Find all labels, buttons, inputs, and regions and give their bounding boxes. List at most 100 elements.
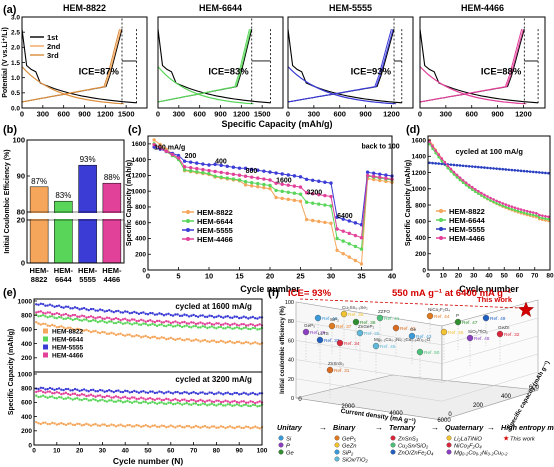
- x-axis-tick-label: 600: [193, 110, 206, 119]
- reference-label: Ref. 42: [400, 326, 416, 332]
- data-point-HEM-4466: [190, 398, 193, 402]
- data-point-HEM-6644: [486, 197, 489, 201]
- data-point-HEM-8822: [124, 425, 127, 428]
- data-point-HEM-5555: [94, 390, 97, 393]
- data-point-HEM-5555: [311, 178, 315, 182]
- data-point-HEM-8822: [46, 422, 49, 426]
- data-point-HEM-6644: [253, 326, 257, 330]
- data-point-HEM-8822: [249, 427, 252, 430]
- rate-label: 800: [246, 168, 258, 175]
- data-point-HEM-8822: [67, 326, 70, 330]
- plot-frame-HEM-6644: [157, 16, 284, 109]
- data-point-HEM-8822: [206, 340, 209, 343]
- data-point-HEM-4466: [119, 397, 122, 400]
- data-point-HEM-8822: [39, 323, 43, 326]
- series-HEM-4466: [35, 389, 264, 405]
- data-point-HEM-4466: [516, 207, 520, 210]
- data-point-HEM-4466: [217, 322, 220, 325]
- data-point-HEM-6644: [181, 403, 184, 406]
- data-point-HEM-8822: [64, 327, 68, 330]
- data-point-HEM-4466: [242, 400, 245, 403]
- data-point-HEM-8822: [194, 424, 198, 428]
- data-point-HEM-5555: [62, 388, 65, 392]
- data-point-HEM-4466: [108, 316, 111, 320]
- data-point-HEM-5555: [222, 316, 225, 319]
- data-point-HEM-6644: [80, 398, 84, 402]
- data-point-HEM-4466: [323, 193, 327, 198]
- data-point-HEM-6644: [41, 394, 45, 397]
- legend-entry: 1st: [47, 33, 58, 42]
- data-point-HEM-8822: [144, 334, 147, 338]
- data-point-HEM-5555: [158, 390, 161, 393]
- data-point-HEM-8822: [247, 425, 250, 429]
- data-point-HEM-8822: [64, 423, 68, 427]
- x-axis-tick-label: 30: [99, 448, 107, 455]
- data-point-HEM-6644: [89, 399, 93, 402]
- data-point-HEM-4466: [142, 319, 145, 322]
- data-point-HEM-4466: [258, 323, 261, 326]
- data-point-HEM-5555: [431, 161, 434, 165]
- series-HEM-8822: [35, 320, 264, 346]
- data-point-HEM-4466: [85, 394, 88, 398]
- data-point-HEM-5555: [228, 392, 232, 396]
- data-point-HEM-8822: [89, 424, 93, 427]
- x-axis-tick-label: 900: [214, 110, 227, 119]
- category-item: P: [286, 444, 290, 450]
- y-axis-tick-label: 1000: [18, 371, 33, 378]
- charge-curve-1: [157, 28, 253, 103]
- data-point-HEM-4466: [238, 324, 241, 327]
- data-point-HEM-8822: [80, 424, 84, 427]
- data-point-HEM-4466: [440, 157, 444, 160]
- data-point-HEM-5555: [378, 172, 382, 176]
- data-point-HEM-5555: [203, 392, 207, 395]
- data-point-HEM-8822: [203, 338, 207, 342]
- data-point-HEM-4466: [353, 233, 358, 238]
- data-point-HEM-5555: [201, 314, 204, 317]
- data-point-HEM-6644: [541, 216, 544, 220]
- data-point-HEM-4466: [117, 317, 120, 321]
- data-point-HEM-8822: [233, 341, 236, 345]
- 3d-grid-line: [295, 340, 443, 364]
- data-point-HEM-8822: [139, 425, 143, 429]
- this-work-guide: [299, 298, 521, 309]
- discharge-curve-3: [21, 66, 123, 105]
- data-point-HEM-4466: [477, 189, 480, 193]
- data-point-HEM-5555: [46, 387, 49, 391]
- x-axis-tick-label: 50: [501, 273, 509, 280]
- data-point-HEM-6644: [117, 399, 120, 402]
- x-tick-label: 4000: [389, 411, 403, 417]
- data-point-HEM-6644: [117, 320, 120, 324]
- data-point-HEM-6644: [144, 322, 147, 326]
- data-point-HEM-4466: [489, 196, 492, 200]
- title-rate: 550 mA g⁻¹ at 6400 mA g⁻¹: [392, 288, 511, 299]
- data-point-HEM-4466: [126, 318, 129, 322]
- legend-marker: [186, 210, 190, 214]
- data-point-HEM-8822: [251, 426, 255, 429]
- data-point-HEM-6644: [39, 314, 43, 318]
- data-point-HEM-5555: [137, 391, 141, 394]
- data-point-HEM-4466: [258, 400, 261, 403]
- y-tick-label: 400: [501, 394, 512, 400]
- data-point-HEM-6644: [146, 402, 150, 405]
- this-work-label: This work: [477, 295, 513, 304]
- data-point-HEM-5555: [57, 304, 61, 307]
- data-point-HEM-8822: [121, 333, 125, 337]
- data-point-HEM-6644: [165, 402, 168, 406]
- data-point-HEM-6644: [181, 325, 184, 329]
- data-point-HEM-6644: [162, 402, 166, 405]
- series-HEM-8822: [35, 420, 264, 430]
- data-point-HEM-6644: [183, 324, 186, 328]
- data-point-HEM-4466: [510, 205, 514, 209]
- data-point-HEM-8822: [46, 324, 49, 327]
- data-point-HEM-8822: [222, 425, 225, 429]
- data-point-HEM-5555: [194, 391, 198, 395]
- data-point-HEM-4466: [226, 400, 229, 403]
- data-point-HEM-4466: [39, 310, 43, 313]
- data-point-HEM-6644: [210, 325, 214, 328]
- data-point-HEM-4466: [225, 171, 229, 176]
- data-point-HEM-5555: [119, 311, 122, 314]
- data-point-HEM-4466: [149, 319, 152, 322]
- data-point-HEM-6644: [78, 318, 81, 322]
- data-point-HEM-6644: [73, 317, 77, 321]
- data-point-HEM-8822: [323, 220, 327, 225]
